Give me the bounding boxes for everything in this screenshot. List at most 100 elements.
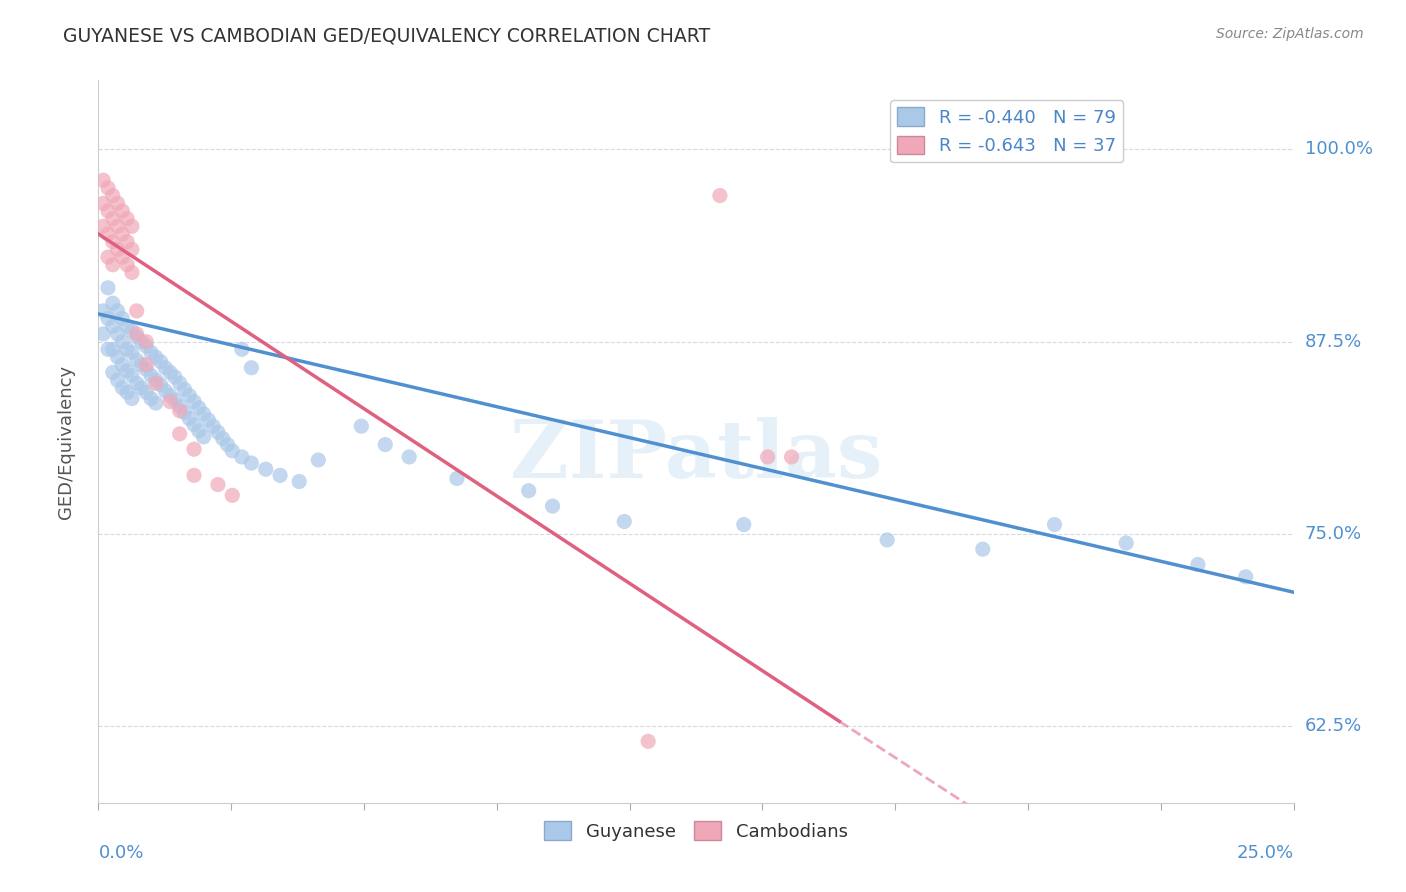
Point xyxy=(756,450,779,464)
Point xyxy=(169,404,191,418)
Point xyxy=(155,384,177,398)
Point xyxy=(91,173,114,187)
Point xyxy=(115,258,138,272)
Point xyxy=(111,381,134,395)
Point xyxy=(121,243,143,257)
Point xyxy=(107,350,129,364)
Text: 100.0%: 100.0% xyxy=(1305,140,1372,159)
Point xyxy=(139,368,162,383)
Text: ZIPatlas: ZIPatlas xyxy=(510,417,882,495)
Point xyxy=(125,330,148,344)
Point xyxy=(101,211,124,226)
Point xyxy=(101,365,124,379)
Point xyxy=(97,281,120,295)
Point xyxy=(217,437,239,451)
Point xyxy=(101,319,124,334)
Point xyxy=(221,488,243,502)
Point xyxy=(1234,570,1257,584)
Point xyxy=(1187,558,1209,572)
Point xyxy=(187,424,209,438)
Point xyxy=(211,432,233,446)
Point xyxy=(97,343,120,357)
Point xyxy=(135,358,157,372)
Point xyxy=(115,319,138,334)
Point xyxy=(179,411,201,425)
Point xyxy=(193,407,215,421)
Point xyxy=(97,227,120,241)
Point xyxy=(517,483,540,498)
Point xyxy=(121,392,143,406)
Point xyxy=(101,235,124,249)
Point xyxy=(121,345,143,359)
Point xyxy=(107,304,129,318)
Point xyxy=(163,392,186,407)
Point xyxy=(398,450,420,464)
Point xyxy=(173,382,195,396)
Point xyxy=(97,250,120,264)
Point xyxy=(91,326,114,341)
Point xyxy=(97,203,120,218)
Point xyxy=(197,413,219,427)
Point xyxy=(121,368,143,383)
Point xyxy=(159,394,181,409)
Point xyxy=(135,385,157,400)
Point xyxy=(111,250,134,264)
Point xyxy=(1043,517,1066,532)
Point xyxy=(131,334,153,349)
Point xyxy=(107,219,129,234)
Point xyxy=(121,265,143,279)
Point xyxy=(254,462,277,476)
Point xyxy=(125,376,148,391)
Point xyxy=(207,477,229,491)
Point xyxy=(115,235,138,249)
Point xyxy=(169,376,191,391)
Point xyxy=(187,401,209,415)
Point xyxy=(145,350,167,364)
Text: 75.0%: 75.0% xyxy=(1305,524,1362,542)
Point xyxy=(107,373,129,387)
Point xyxy=(135,339,157,353)
Point xyxy=(139,392,162,406)
Point xyxy=(125,326,148,341)
Point xyxy=(107,196,129,211)
Point xyxy=(111,358,134,372)
Point xyxy=(159,388,181,402)
Text: Source: ZipAtlas.com: Source: ZipAtlas.com xyxy=(1216,27,1364,41)
Point xyxy=(240,456,263,470)
Point xyxy=(155,360,177,375)
Point xyxy=(231,450,253,464)
Point xyxy=(169,426,191,441)
Point xyxy=(169,399,191,413)
Y-axis label: GED/Equivalency: GED/Equivalency xyxy=(56,365,75,518)
Point xyxy=(115,385,138,400)
Point xyxy=(183,417,205,432)
Point xyxy=(131,358,153,372)
Point xyxy=(145,396,167,410)
Point xyxy=(541,499,564,513)
Point xyxy=(231,343,253,357)
Point xyxy=(637,734,659,748)
Point xyxy=(145,373,167,387)
Point xyxy=(183,394,205,409)
Point xyxy=(221,443,243,458)
Point xyxy=(139,345,162,359)
Text: 62.5%: 62.5% xyxy=(1305,717,1362,735)
Point xyxy=(163,370,186,384)
Point xyxy=(125,304,148,318)
Point xyxy=(207,425,229,440)
Point xyxy=(91,304,114,318)
Point xyxy=(97,181,120,195)
Text: 87.5%: 87.5% xyxy=(1305,333,1362,351)
Point xyxy=(135,362,157,376)
Text: GUYANESE VS CAMBODIAN GED/EQUIVALENCY CORRELATION CHART: GUYANESE VS CAMBODIAN GED/EQUIVALENCY CO… xyxy=(63,27,710,45)
Point xyxy=(733,517,755,532)
Point xyxy=(876,533,898,547)
Point xyxy=(91,219,114,234)
Point xyxy=(97,311,120,326)
Point xyxy=(115,364,138,378)
Point xyxy=(269,468,291,483)
Point xyxy=(111,203,134,218)
Point xyxy=(111,227,134,241)
Point xyxy=(115,343,138,357)
Point xyxy=(179,388,201,402)
